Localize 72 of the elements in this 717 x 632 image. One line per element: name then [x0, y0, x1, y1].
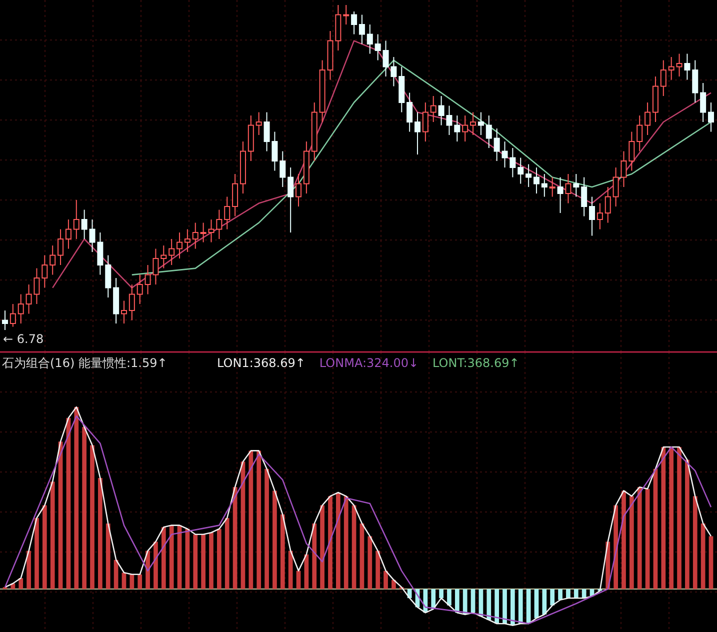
bar: [193, 534, 198, 589]
bar: [90, 445, 94, 589]
bar: [558, 589, 562, 600]
bar: [256, 450, 262, 589]
bar: [645, 488, 650, 589]
bar: [447, 589, 452, 606]
bar: [34, 518, 39, 589]
bar: [629, 496, 634, 589]
bar: [685, 460, 690, 589]
bar: [74, 407, 79, 589]
bar: [550, 589, 555, 606]
bar: [692, 496, 698, 589]
bar: [106, 523, 110, 589]
bar: [280, 514, 285, 589]
bar: [439, 589, 444, 598]
bar: [201, 534, 206, 589]
bar: [542, 589, 547, 614]
bar: [700, 523, 706, 589]
bar: [510, 589, 515, 626]
bar: [494, 589, 499, 624]
bar: [138, 574, 142, 589]
bar: [169, 525, 174, 589]
bar: [161, 527, 166, 589]
bar: [288, 550, 293, 589]
chart-title: 石为组合(16) 能量惯性:1.59↑: [2, 356, 168, 370]
bar: [224, 518, 230, 589]
bar: [574, 589, 578, 598]
bar: [130, 574, 134, 589]
bar: [336, 492, 340, 589]
bar: [296, 570, 301, 589]
bar: [431, 589, 436, 610]
bar: [368, 536, 372, 589]
bar: [486, 589, 492, 620]
bar: [582, 589, 586, 598]
bar: [661, 447, 666, 589]
bar: [154, 542, 158, 589]
bar: [217, 528, 222, 589]
bar: [42, 505, 47, 589]
bar: [376, 550, 380, 589]
bar: [264, 468, 269, 589]
bar: [320, 505, 324, 589]
bar: [344, 496, 348, 589]
text: LONT:368.69↑: [432, 356, 520, 370]
text: LONMA:324.00↓: [319, 356, 419, 370]
bar: [26, 550, 31, 589]
bar: [209, 532, 214, 589]
bar: [669, 447, 674, 589]
bar: [470, 589, 476, 613]
bar: [502, 589, 507, 624]
bar: [534, 589, 539, 618]
bar: [392, 580, 396, 589]
bar: [18, 578, 24, 589]
bar: [98, 478, 102, 589]
bar: [82, 427, 87, 589]
bar: [566, 589, 570, 598]
bar: [622, 490, 626, 589]
bar: [272, 490, 277, 589]
bar: [653, 468, 658, 589]
bar: [352, 505, 356, 589]
bar: [637, 487, 642, 589]
bar: [708, 536, 714, 589]
bar: [50, 482, 55, 589]
bar: [312, 523, 317, 589]
bar: [384, 570, 388, 589]
bar: [328, 496, 332, 589]
text: LON1:368.69↑: [217, 356, 306, 370]
bar: [677, 447, 682, 589]
bar: [360, 523, 364, 589]
bar: [518, 589, 523, 624]
bar: [248, 450, 254, 589]
bar: [454, 589, 460, 613]
text: ← 6.78: [3, 332, 44, 346]
